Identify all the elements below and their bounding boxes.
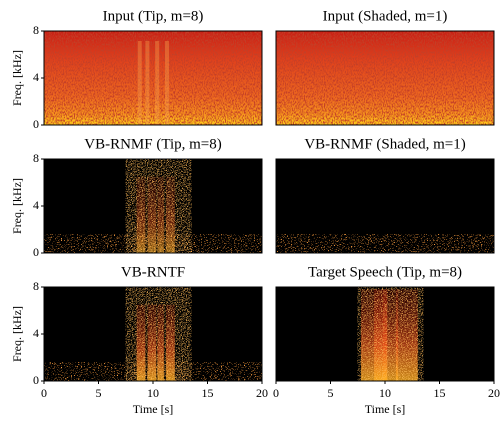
y-tick-label: 8 bbox=[33, 23, 39, 37]
spectrogram-noise bbox=[44, 31, 262, 125]
y-tick-label: 4 bbox=[33, 70, 39, 84]
spectrogram bbox=[44, 31, 262, 125]
y-tick-label: 0 bbox=[33, 373, 39, 387]
panel: Input (Tip, m=8) 0 4 8 Freq. [kHz] bbox=[10, 8, 263, 131]
spectrogram bbox=[276, 159, 494, 253]
panel-title: Target Speech (Tip, m=8) bbox=[308, 264, 462, 280]
y-tick-label: 4 bbox=[33, 198, 39, 212]
x-axis-label: Time [s] bbox=[133, 402, 174, 416]
speech-texture bbox=[357, 287, 424, 381]
spectrogram bbox=[276, 287, 494, 381]
speech-streak bbox=[137, 41, 142, 125]
x-axis-label: Time [s] bbox=[365, 402, 406, 416]
y-tick-label: 8 bbox=[33, 151, 39, 165]
x-tick-label: 20 bbox=[488, 386, 500, 400]
y-tick-label: 4 bbox=[33, 326, 39, 340]
spectrogram bbox=[276, 31, 494, 125]
panel: Target Speech (Tip, m=8) 0 5 10 15 20 Time [s] bbox=[273, 264, 500, 415]
y-axis-label: Freq. [kHz] bbox=[10, 50, 24, 106]
y-axis-label: Freq. [kHz] bbox=[10, 306, 24, 362]
speech-texture bbox=[125, 287, 192, 381]
panel-frame bbox=[275, 158, 495, 254]
y-tick-label: 0 bbox=[33, 117, 39, 131]
panel-title: Input (Shaded, m=1) bbox=[323, 8, 448, 24]
x-tick-label: 15 bbox=[434, 386, 446, 400]
x-tick-label: 15 bbox=[202, 386, 214, 400]
speech-streak bbox=[164, 41, 169, 125]
panel: VB-RNMF (Tip, m=8) 0 4 8 Freq. [kHz] bbox=[10, 136, 263, 259]
panel-frame bbox=[275, 30, 495, 126]
panel-title: Input (Tip, m=8) bbox=[103, 8, 204, 24]
x-tick-label: 0 bbox=[273, 386, 279, 400]
panel: Input (Shaded, m=1) bbox=[275, 8, 495, 126]
y-axis-label: Freq. [kHz] bbox=[10, 178, 24, 234]
panel: VB-RNTF 0 4 8 0 5 10 15 20 Freq. [kHz] Time [s] bbox=[10, 264, 268, 415]
speech-texture bbox=[125, 159, 192, 253]
y-tick-label: 8 bbox=[33, 279, 39, 293]
panel-title: VB-RNMF (Shaded, m=1) bbox=[304, 136, 465, 152]
x-tick-label: 5 bbox=[96, 386, 102, 400]
panel-title: VB-RNMF (Tip, m=8) bbox=[84, 136, 222, 152]
spectrogram-noise bbox=[276, 234, 494, 253]
panel-title: VB-RNTF bbox=[121, 264, 185, 280]
x-tick-label: 10 bbox=[147, 386, 159, 400]
x-tick-label: 10 bbox=[379, 386, 391, 400]
speech-streak bbox=[145, 41, 150, 125]
x-tick-label: 5 bbox=[328, 386, 334, 400]
spectrogram-noise bbox=[276, 31, 494, 125]
panel: VB-RNMF (Shaded, m=1) bbox=[275, 136, 495, 254]
panels: Input (Tip, m=8) 0 4 8 Freq. [kHz] Input (Sha… bbox=[10, 8, 500, 415]
speech-streak bbox=[155, 41, 160, 125]
spectrogram bbox=[44, 159, 262, 253]
x-tick-label: 0 bbox=[41, 386, 47, 400]
y-tick-label: 0 bbox=[33, 245, 39, 259]
x-tick-label: 20 bbox=[256, 386, 268, 400]
spectrogram bbox=[44, 287, 262, 381]
